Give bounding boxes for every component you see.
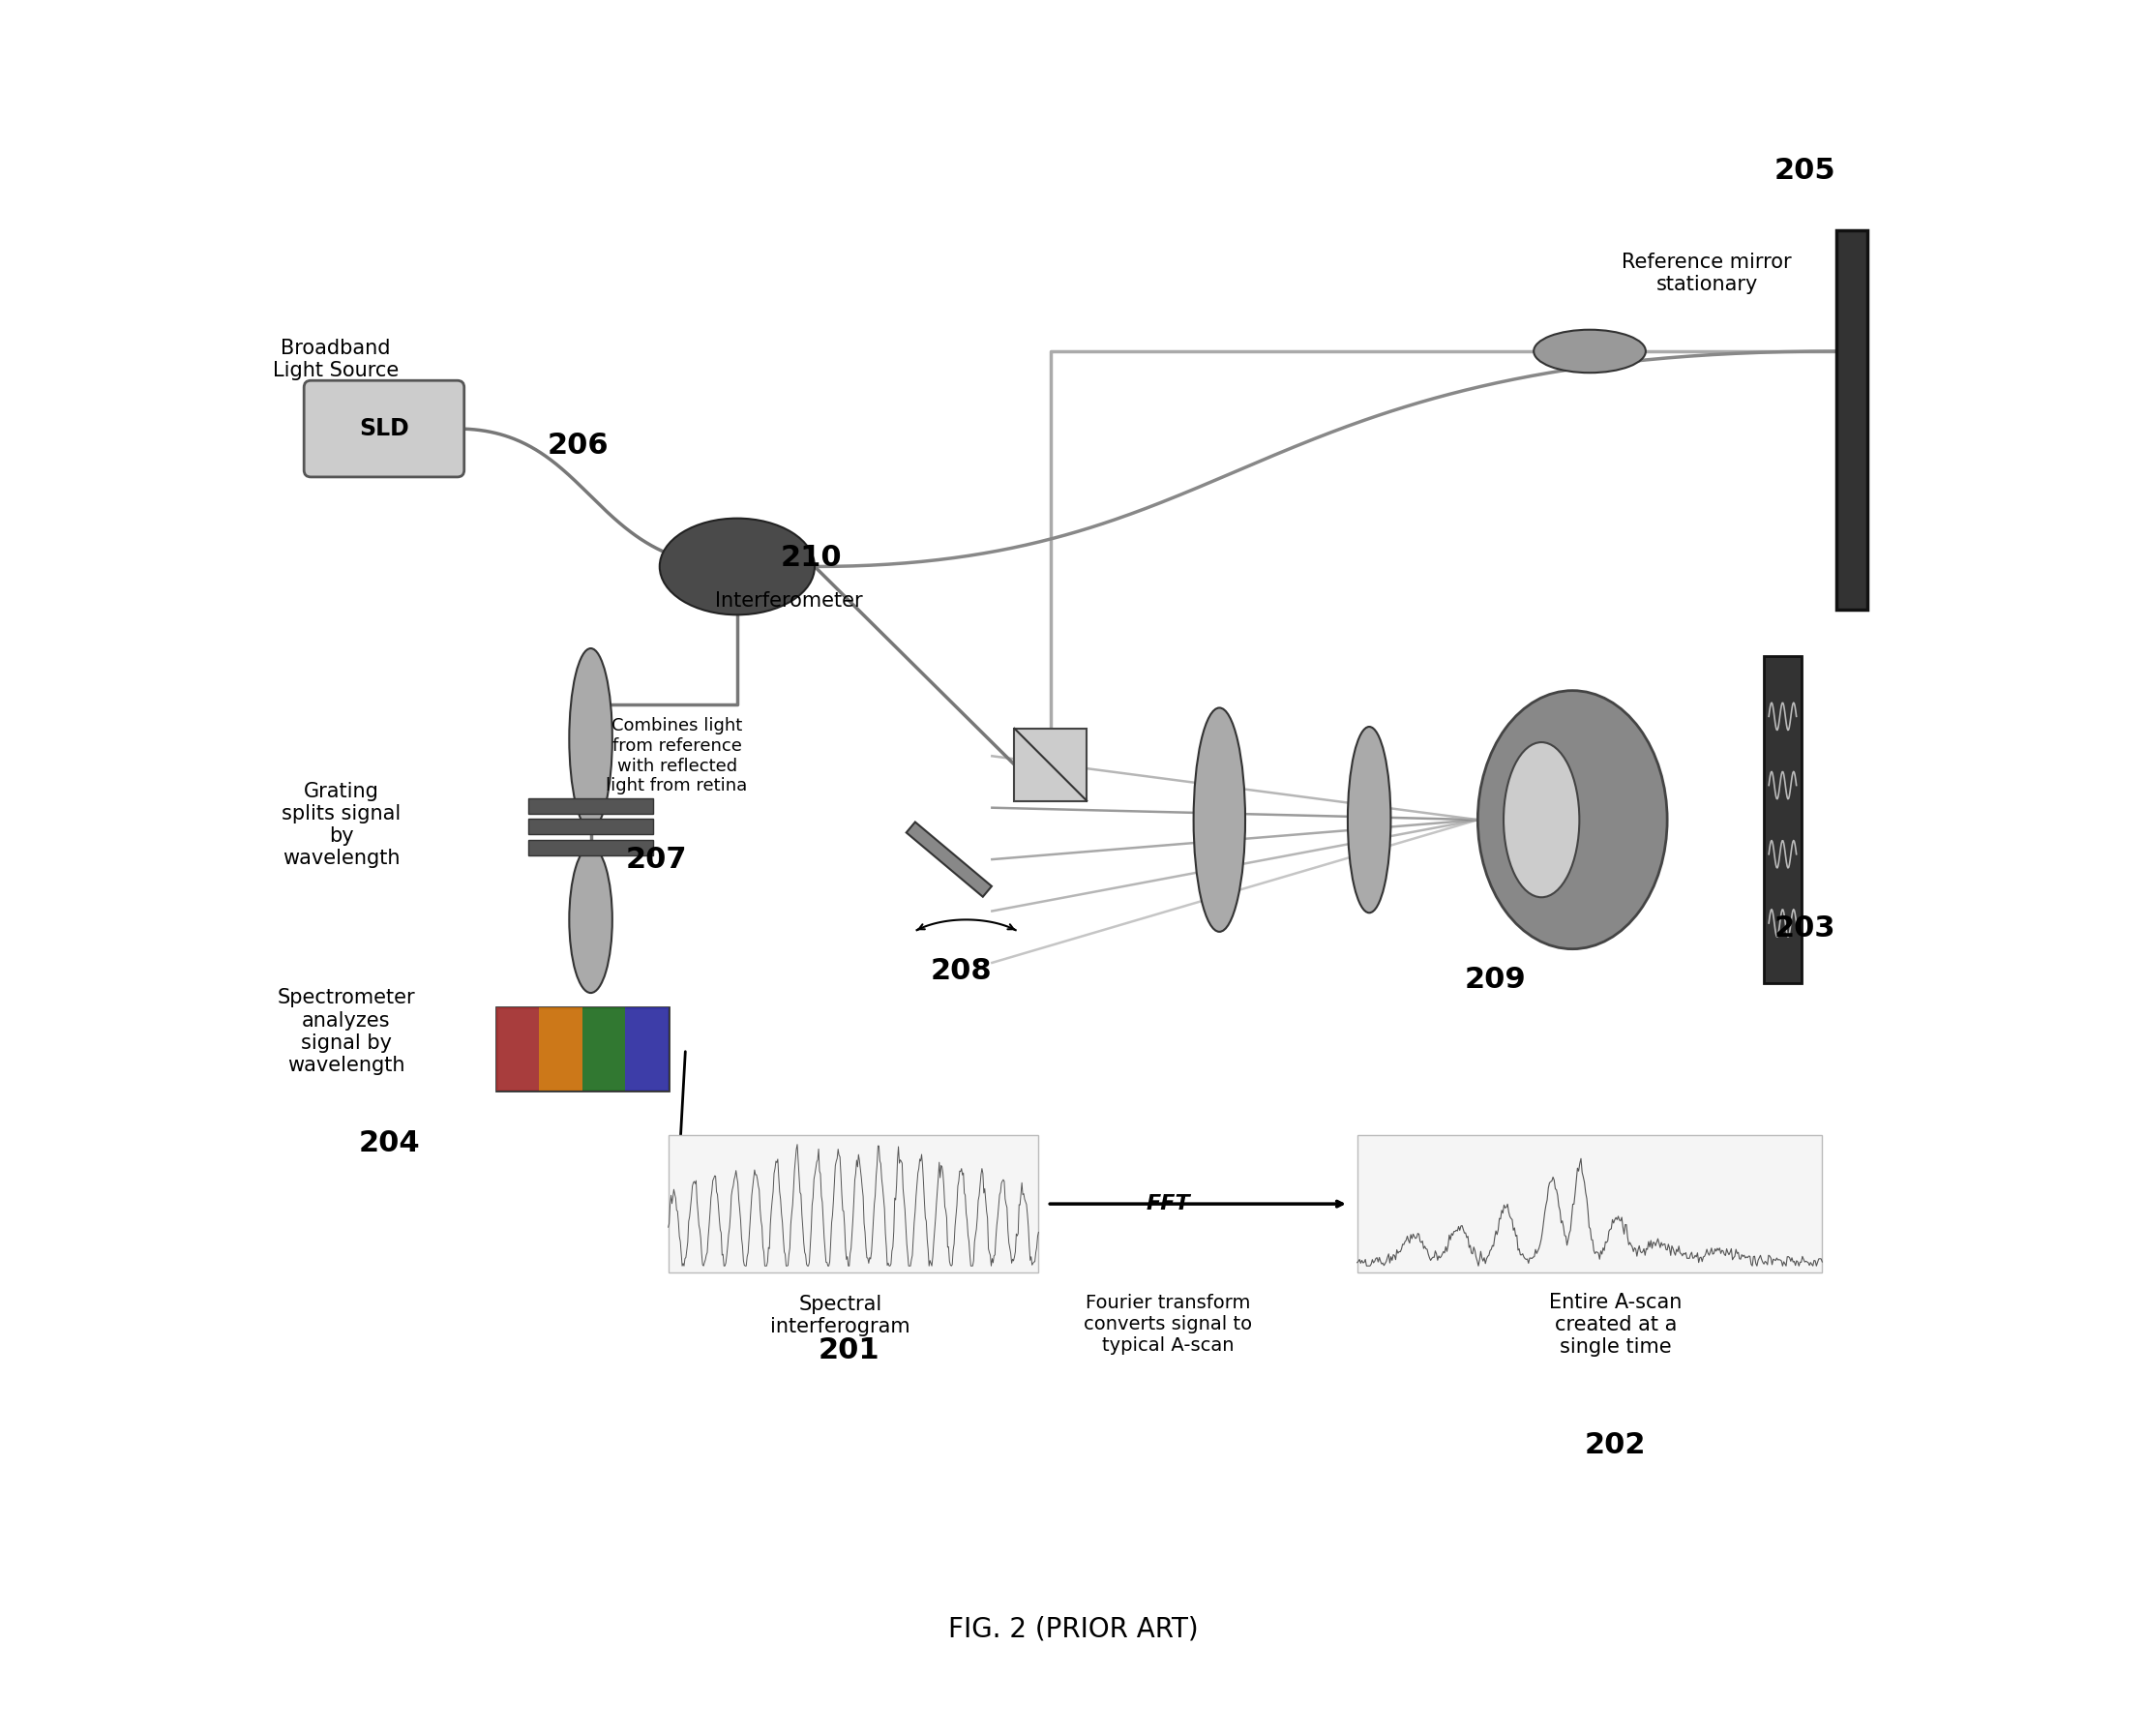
Polygon shape xyxy=(1356,1135,1822,1272)
Polygon shape xyxy=(496,1007,539,1090)
Text: FIG. 2 (PRIOR ART): FIG. 2 (PRIOR ART) xyxy=(949,1616,1197,1642)
Text: Reference mirror
stationary: Reference mirror stationary xyxy=(1622,253,1792,295)
Polygon shape xyxy=(539,1007,582,1090)
Polygon shape xyxy=(906,823,991,898)
Text: 210: 210 xyxy=(781,543,841,571)
Text: FFT: FFT xyxy=(1146,1194,1189,1213)
Polygon shape xyxy=(528,840,652,856)
Text: Combines light
from reference
with reflected
light from retina: Combines light from reference with refle… xyxy=(605,717,747,795)
Text: Entire A-scan
created at a
single time: Entire A-scan created at a single time xyxy=(1549,1292,1682,1356)
Text: 205: 205 xyxy=(1775,156,1835,184)
Text: Spectral
interferogram: Spectral interferogram xyxy=(770,1295,910,1337)
Text: 203: 203 xyxy=(1775,915,1835,943)
Polygon shape xyxy=(624,1007,667,1090)
Text: 201: 201 xyxy=(818,1337,880,1364)
Polygon shape xyxy=(528,799,652,814)
Polygon shape xyxy=(667,1135,1039,1272)
Ellipse shape xyxy=(1479,691,1667,950)
Ellipse shape xyxy=(1193,708,1245,932)
Polygon shape xyxy=(1015,729,1086,800)
Ellipse shape xyxy=(1348,727,1391,913)
Text: 207: 207 xyxy=(624,845,687,873)
FancyBboxPatch shape xyxy=(305,380,464,477)
FancyBboxPatch shape xyxy=(1837,231,1867,609)
Text: Interferometer: Interferometer xyxy=(715,592,863,611)
Text: 202: 202 xyxy=(1584,1430,1646,1458)
FancyBboxPatch shape xyxy=(1764,656,1800,983)
Polygon shape xyxy=(528,819,652,835)
Ellipse shape xyxy=(1534,330,1646,373)
Ellipse shape xyxy=(659,519,815,615)
Text: 209: 209 xyxy=(1464,965,1526,995)
Text: Fourier transform
converts signal to
typical A-scan: Fourier transform converts signal to typ… xyxy=(1084,1293,1251,1356)
Polygon shape xyxy=(582,1007,624,1090)
Text: Spectrometer
analyzes
signal by
wavelength: Spectrometer analyzes signal by waveleng… xyxy=(277,988,414,1075)
Text: SLD: SLD xyxy=(358,417,410,441)
Ellipse shape xyxy=(1504,743,1579,898)
Text: 204: 204 xyxy=(358,1130,421,1158)
Ellipse shape xyxy=(569,648,612,830)
FancyBboxPatch shape xyxy=(496,1007,667,1090)
Text: 208: 208 xyxy=(929,957,991,986)
Text: Broadband
Light Source: Broadband Light Source xyxy=(273,339,399,380)
Ellipse shape xyxy=(569,847,612,993)
Text: 206: 206 xyxy=(547,432,609,460)
Text: Grating
splits signal
by
wavelength: Grating splits signal by wavelength xyxy=(281,781,401,868)
